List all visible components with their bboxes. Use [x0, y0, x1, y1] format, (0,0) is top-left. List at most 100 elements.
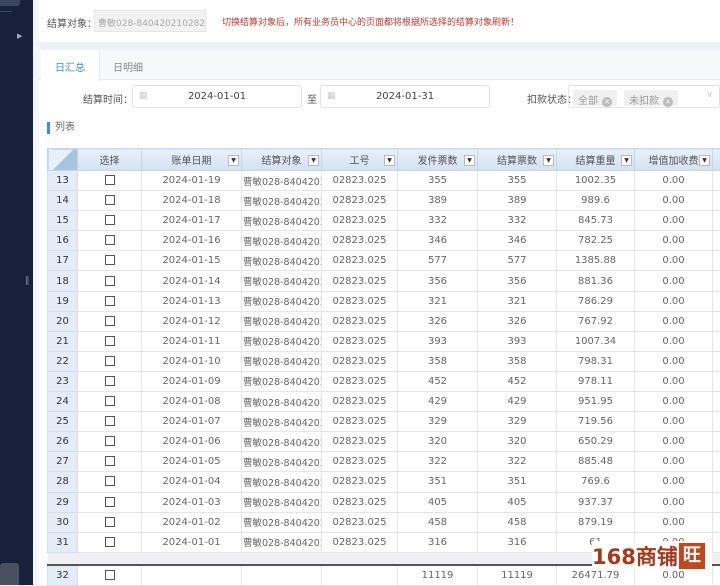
- target-cell: 曹敏028-84042021: [242, 211, 322, 231]
- chevron-right-icon[interactable]: ▶: [17, 32, 22, 40]
- row-checkbox[interactable]: [105, 570, 115, 580]
- bill-date-cell: 2024-01-12: [142, 311, 242, 331]
- column-header-settled-weight[interactable]: 结算重量▼: [557, 149, 635, 171]
- employee-id-cell: 02823.025: [322, 472, 398, 492]
- settled-count-cell: 322: [478, 452, 557, 472]
- row-checkbox[interactable]: [105, 456, 115, 466]
- watermark-logo: 168商铺旺: [592, 541, 712, 571]
- to-label: 至: [307, 91, 317, 106]
- row-number: 28: [48, 472, 78, 492]
- tab-daily-detail[interactable]: 日明细: [99, 50, 157, 81]
- resize-handle-icon[interactable]: ‖: [25, 276, 30, 286]
- row-checkbox[interactable]: [105, 215, 115, 225]
- settled-count-cell: 393: [478, 331, 557, 351]
- row-checkbox[interactable]: [105, 255, 115, 265]
- row-checkbox[interactable]: [105, 175, 115, 185]
- start-date-input[interactable]: ▦ 2024-01-01: [132, 85, 302, 108]
- column-header-settlement-target[interactable]: 结算对象▼: [242, 149, 322, 171]
- row-checkbox[interactable]: [105, 336, 115, 346]
- next-cell: [713, 231, 720, 251]
- row-checkbox[interactable]: [105, 497, 115, 507]
- status-select[interactable]: 全部✕ 未扣款✕ ∨: [568, 85, 720, 108]
- fee-cell: 0.00: [635, 231, 713, 251]
- select-all-corner[interactable]: [48, 149, 78, 171]
- bill-date-cell: 2024-01-01: [142, 532, 242, 552]
- target-cell: 曹敏028-84042021: [242, 412, 322, 432]
- settled-count-cell: 389: [478, 191, 557, 211]
- settled-count-cell: 351: [478, 472, 557, 492]
- weight-cell: 1002.35: [557, 171, 635, 191]
- row-checkbox[interactable]: [105, 517, 115, 527]
- filter-dropdown-icon[interactable]: ▼: [464, 155, 475, 166]
- column-header-settled-count[interactable]: 结算票数▼: [478, 149, 557, 171]
- fee-cell: 0.00: [635, 351, 713, 371]
- bill-date-cell: 2024-01-05: [142, 452, 242, 472]
- fee-cell: 0.00: [635, 211, 713, 231]
- row-checkbox[interactable]: [105, 235, 115, 245]
- table-row: 272024-01-05曹敏028-8404202102823.02532232…: [48, 452, 720, 472]
- row-number: 22: [48, 351, 78, 371]
- row-checkbox[interactable]: [105, 476, 115, 486]
- bill-date-cell: 2024-01-16: [142, 231, 242, 251]
- row-checkbox[interactable]: [105, 436, 115, 446]
- filter-dropdown-icon[interactable]: ▼: [384, 155, 395, 166]
- column-header-sent-count[interactable]: 发件票数▼: [398, 149, 478, 171]
- filter-dropdown-icon[interactable]: ▼: [699, 155, 710, 166]
- filter-dropdown-icon[interactable]: ▼: [621, 155, 632, 166]
- row-number: 23: [48, 371, 78, 391]
- row-checkbox[interactable]: [105, 296, 115, 306]
- fee-cell: 0.00: [635, 412, 713, 432]
- row-checkbox[interactable]: [105, 416, 115, 426]
- filter-dropdown-icon[interactable]: ▼: [228, 155, 239, 166]
- filter-dropdown-icon[interactable]: ▼: [543, 155, 554, 166]
- filter-dropdown-icon[interactable]: ▼: [308, 155, 319, 166]
- row-checkbox[interactable]: [105, 276, 115, 286]
- row-checkbox[interactable]: [105, 316, 115, 326]
- sent-count-cell: 332: [398, 211, 478, 231]
- target-cell: 曹敏028-84042021: [242, 171, 322, 191]
- column-header-next[interactable]: 中: [713, 149, 720, 171]
- target-input[interactable]: 曹敏028-840420210282: [94, 10, 206, 32]
- bill-date-cell: 2024-01-18: [142, 191, 242, 211]
- column-header-employee-id[interactable]: 工号▼: [322, 149, 398, 171]
- column-header-select[interactable]: 选择: [78, 149, 142, 171]
- weight-cell: 769.6: [557, 472, 635, 492]
- total-sent: 11119: [398, 565, 478, 585]
- settled-count-cell: 346: [478, 231, 557, 251]
- settled-count-cell: 405: [478, 492, 557, 512]
- settled-count-cell: 358: [478, 351, 557, 371]
- row-checkbox[interactable]: [105, 195, 115, 205]
- sidebar-top-item[interactable]: [0, 0, 20, 6]
- row-checkbox[interactable]: [105, 356, 115, 366]
- weight-cell: 989.6: [557, 191, 635, 211]
- sent-count-cell: 346: [398, 231, 478, 251]
- column-header-value-added-fee[interactable]: 增值加收费▼: [635, 149, 713, 171]
- select-cell: [78, 351, 142, 371]
- row-checkbox[interactable]: [105, 376, 115, 386]
- next-cell: [713, 271, 720, 291]
- employee-id-cell: 02823.025: [322, 271, 398, 291]
- end-date-input[interactable]: ▦ 2024-01-31: [320, 85, 490, 108]
- column-header-bill-date[interactable]: 账单日期▼: [142, 149, 242, 171]
- table-row: 262024-01-06曹敏028-8404202102823.02532032…: [48, 432, 720, 452]
- filter-bar: 结算时间： ▦ 2024-01-01 至 ▦ 2024-01-31 扣款状态： …: [39, 85, 720, 109]
- table-row: 192024-01-13曹敏028-8404202102823.02532132…: [48, 291, 720, 311]
- sidebar-bottom-item[interactable]: [0, 563, 19, 585]
- fee-cell: 0.00: [635, 311, 713, 331]
- next-cell: [713, 211, 720, 231]
- tab-daily-summary[interactable]: 日汇总: [41, 50, 100, 81]
- close-icon[interactable]: ✕: [663, 97, 673, 107]
- target-cell: 曹敏028-84042021: [242, 291, 322, 311]
- row-number: 29: [48, 492, 78, 512]
- weight-cell: 937.37: [557, 492, 635, 512]
- empty-cell: [322, 565, 398, 585]
- tag-label: 全部: [578, 96, 598, 107]
- row-checkbox[interactable]: [105, 537, 115, 547]
- close-icon[interactable]: ✕: [602, 97, 612, 107]
- select-cell: [78, 191, 142, 211]
- table-row: 292024-01-03曹敏028-8404202102823.02540540…: [48, 492, 720, 512]
- row-checkbox[interactable]: [105, 396, 115, 406]
- weight-cell: 786.29: [557, 291, 635, 311]
- sent-count-cell: 321: [398, 291, 478, 311]
- employee-id-cell: 02823.025: [322, 371, 398, 391]
